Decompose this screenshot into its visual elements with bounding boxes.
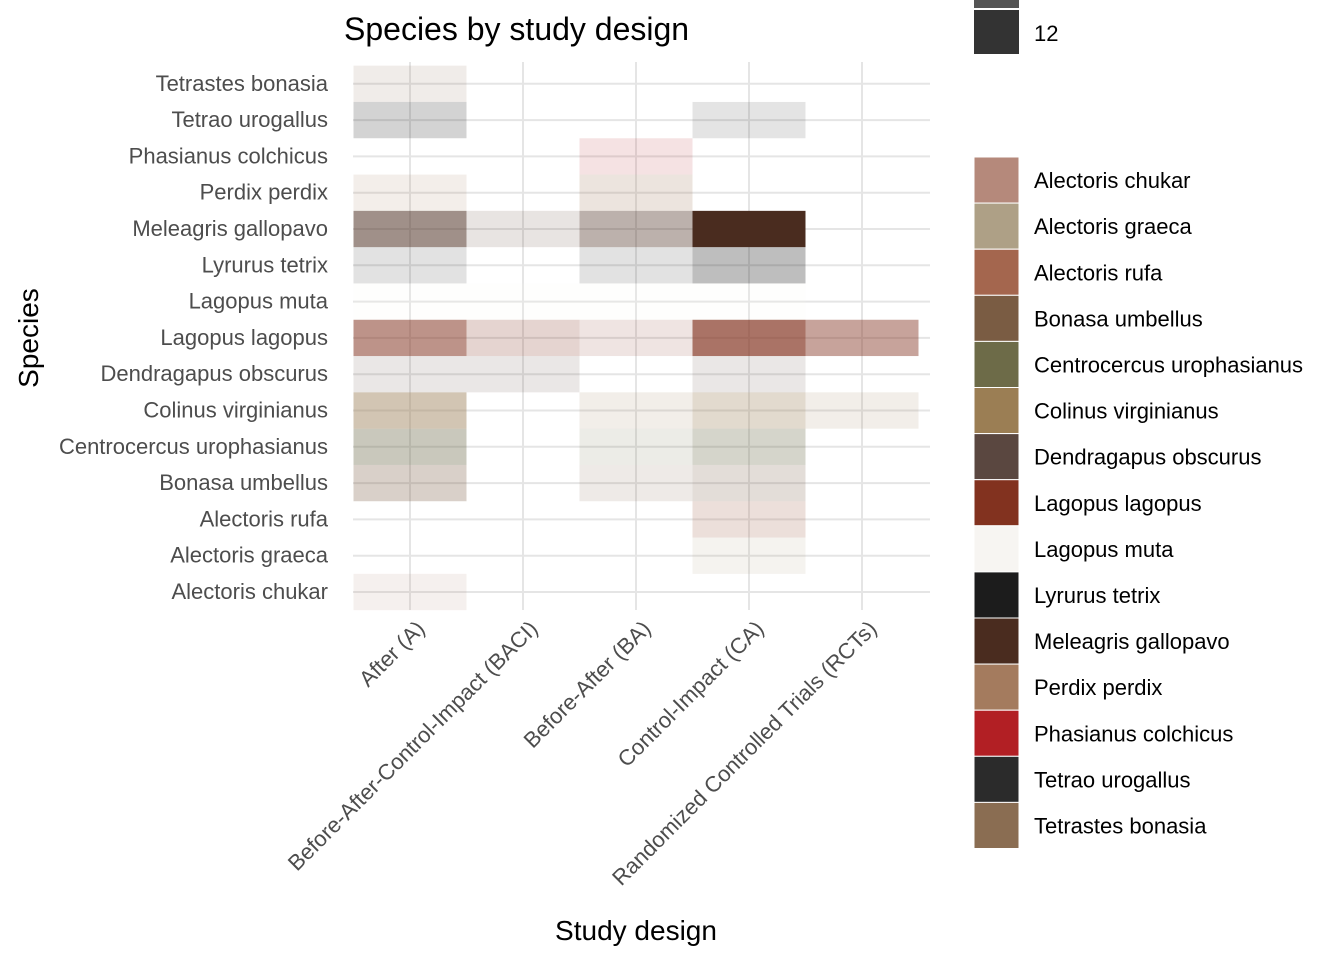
heatmap-cell [692, 283, 806, 320]
heatmap-cell [579, 464, 693, 502]
legend-label: Phasianus colchicus [1034, 721, 1233, 746]
heatmap-cell [692, 247, 806, 284]
legend-label: Tetrao urogallus [1034, 767, 1191, 792]
count-legend-key-partial [974, 0, 1019, 8]
legend-key [973, 709, 1020, 757]
heatmap-cell [692, 101, 806, 139]
legend-label: Lagopus muta [1034, 537, 1174, 562]
legend-label: Centrocercus urophasianus [1034, 352, 1303, 377]
heatmap-cell [692, 210, 806, 248]
y-tick-label: Lagopus muta [189, 289, 329, 314]
y-tick-label: Meleagris gallopavo [132, 216, 328, 241]
y-tick-label: Phasianus colchicus [129, 143, 328, 168]
legend-key [973, 801, 1020, 850]
legend-label: Alectoris graeca [1034, 214, 1193, 239]
heatmap-cell [466, 283, 580, 320]
legend-key [973, 433, 1020, 481]
x-axis-label: Study design [555, 915, 717, 946]
y-axis-label: Species [13, 288, 44, 388]
heatmap-cell [805, 392, 919, 429]
legend-label: Colinus virginianus [1034, 399, 1219, 424]
y-tick-label: Alectoris rufa [200, 506, 329, 531]
heatmap-cell [692, 537, 806, 574]
y-tick-label: Tetrastes bonasia [156, 71, 329, 96]
heatmap-cell [579, 247, 693, 284]
heatmap-cell [466, 210, 580, 248]
y-tick-label: Centrocercus urophasianus [59, 434, 328, 459]
y-tick-label: Bonasa umbellus [159, 470, 328, 495]
heatmap-cell [353, 573, 467, 611]
legend-label: Lyrurus tetrix [1034, 583, 1160, 608]
x-tick-label: After (A) [354, 616, 430, 692]
legend-label: Alectoris rufa [1034, 260, 1163, 285]
heatmap-cell [805, 319, 919, 357]
heatmap-cell [353, 101, 467, 139]
legend-key [973, 340, 1020, 388]
y-tick-label: Alectoris graeca [170, 543, 329, 568]
legend-label: Lagopus lagopus [1034, 491, 1202, 516]
legend-label: Perdix perdix [1034, 675, 1162, 700]
heatmap-cell [353, 174, 467, 211]
x-tick-label: Before-After-Control-Impact (BACI) [283, 616, 543, 876]
legend-key [973, 617, 1020, 665]
y-tick-label: Lagopus lagopus [160, 325, 328, 350]
species-legend: Alectoris chukar Alectoris graeca Alectori… [973, 156, 1303, 850]
heatmap-cell [692, 356, 806, 393]
heatmap-cell [466, 319, 580, 357]
chart-title: Species by study design [344, 11, 689, 47]
heatmap-cell [353, 428, 467, 465]
legend-key [973, 571, 1020, 619]
heatmap-cell [353, 392, 467, 429]
heatmap-cell [579, 210, 693, 248]
heatmap-cell [692, 392, 806, 429]
legend-key [973, 525, 1020, 573]
legend-key [973, 479, 1020, 527]
grid-layer [353, 62, 930, 610]
count-legend: 12 [974, 0, 1058, 54]
heatmap-cell [353, 464, 467, 502]
legend-key [973, 156, 1020, 204]
heatmap-cell [579, 174, 693, 211]
heatmap-cell [692, 428, 806, 465]
y-tick-label: Perdix perdix [200, 180, 328, 205]
heatmap-cell [579, 428, 693, 465]
heatmap-cell [579, 319, 693, 357]
legend-label: Meleagris gallopavo [1034, 629, 1230, 654]
heatmap-cell [692, 501, 806, 538]
y-tick-label: Tetrao urogallus [171, 107, 328, 132]
y-tick-label: Alectoris chukar [171, 579, 328, 604]
heatmap-cell [692, 464, 806, 502]
legend-key [973, 248, 1020, 296]
count-legend-key [974, 10, 1019, 54]
heatmap-cell [579, 283, 693, 320]
legend-label: Bonasa umbellus [1034, 306, 1203, 331]
heatmap-cell [579, 138, 693, 175]
cell-layer [353, 65, 919, 611]
heatmap-cell [353, 356, 467, 393]
heatmap-cell [466, 356, 580, 393]
x-tick-labels: After (A)Before-After-Control-Impact (BA… [283, 616, 882, 890]
y-tick-label: Colinus virginianus [143, 398, 328, 423]
legend-key [973, 663, 1020, 711]
legend-label: Tetrastes bonasia [1034, 813, 1207, 838]
heatmap-cell [353, 210, 467, 248]
count-legend-label: 12 [1034, 21, 1058, 46]
legend-label: Alectoris chukar [1034, 168, 1191, 193]
legend-key [973, 387, 1020, 435]
y-tick-label: Dendragapus obscurus [101, 361, 328, 386]
legend-key [973, 294, 1020, 342]
heatmap-cell [692, 319, 806, 357]
y-tick-label: Lyrurus tetrix [202, 252, 328, 277]
heatmap-cell [353, 319, 467, 357]
y-tick-labels: Alectoris chukar Alectoris graeca Alectori… [59, 71, 329, 604]
heatmap-cell [579, 392, 693, 429]
legend-label: Dendragapus obscurus [1034, 445, 1261, 470]
heatmap-cell [353, 283, 467, 320]
legend-key [973, 755, 1020, 803]
heatmap-cell [353, 247, 467, 284]
heatmap-cell [353, 65, 467, 102]
legend-key [973, 202, 1020, 250]
